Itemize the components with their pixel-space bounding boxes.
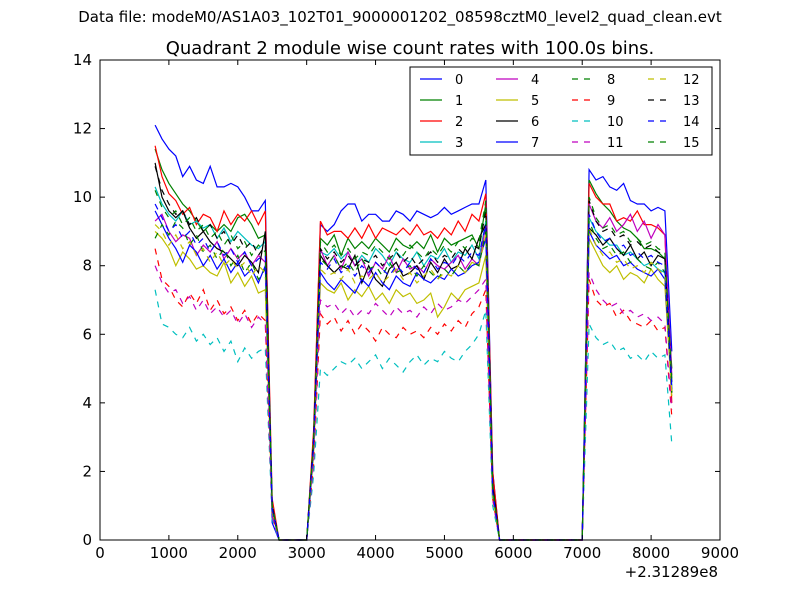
x-tick-label: 4000: [356, 544, 394, 562]
x-tick-label: 1000: [150, 544, 188, 562]
series-line-10: [155, 290, 672, 540]
series-line-6: [155, 163, 672, 540]
series-line-3: [155, 187, 672, 540]
x-tick-label: 5000: [425, 544, 463, 562]
legend-label: 12: [683, 73, 700, 88]
series-layer: [155, 125, 672, 540]
y-tick-label: 6: [82, 325, 92, 343]
legend-label: 5: [531, 94, 539, 109]
x-tick-label: 9000: [701, 544, 739, 562]
legend-label: 0: [455, 73, 463, 88]
chart-svg: Quadrant 2 module wise count rates with …: [0, 0, 800, 600]
legend-label: 10: [607, 115, 624, 130]
x-tick-label: 0: [95, 544, 105, 562]
legend-label: 2: [455, 115, 463, 130]
chart-figure: Data file: modeM0/AS1A03_102T01_90000012…: [0, 0, 800, 600]
x-tick-label: 3000: [288, 544, 326, 562]
legend-label: 4: [531, 73, 539, 88]
y-tick-label: 10: [73, 188, 92, 206]
legend-label: 8: [607, 73, 615, 88]
x-tick-label: 8000: [632, 544, 670, 562]
series-line-14: [155, 204, 672, 540]
legend-label: 15: [683, 136, 700, 151]
y-tick-label: 12: [73, 120, 92, 138]
y-tick-label: 4: [82, 394, 92, 412]
chart-title: Quadrant 2 module wise count rates with …: [166, 38, 655, 59]
x-offset-label: +2.31289e8: [625, 563, 718, 581]
legend-label: 11: [607, 136, 624, 151]
x-tick-label: 2000: [219, 544, 257, 562]
legend-label: 14: [683, 115, 700, 130]
legend-label: 6: [531, 115, 539, 130]
y-tick-label: 2: [82, 462, 92, 480]
legend-label: 1: [455, 94, 463, 109]
y-tick-label: 8: [82, 257, 92, 275]
series-line-4: [155, 204, 672, 540]
series-line-12: [155, 225, 672, 540]
y-tick-label: 0: [82, 531, 92, 549]
legend-label: 13: [683, 94, 700, 109]
series-line-2: [155, 146, 672, 540]
y-tick-label: 14: [73, 51, 92, 69]
series-line-5: [155, 231, 672, 540]
series-line-11: [155, 266, 672, 540]
series-line-1: [155, 149, 672, 540]
legend-label: 9: [607, 94, 615, 109]
series-line-9: [155, 249, 672, 540]
x-tick-label: 6000: [494, 544, 532, 562]
x-tick-label: 7000: [563, 544, 601, 562]
legend-label: 7: [531, 136, 539, 151]
legend-label: 3: [455, 136, 463, 151]
